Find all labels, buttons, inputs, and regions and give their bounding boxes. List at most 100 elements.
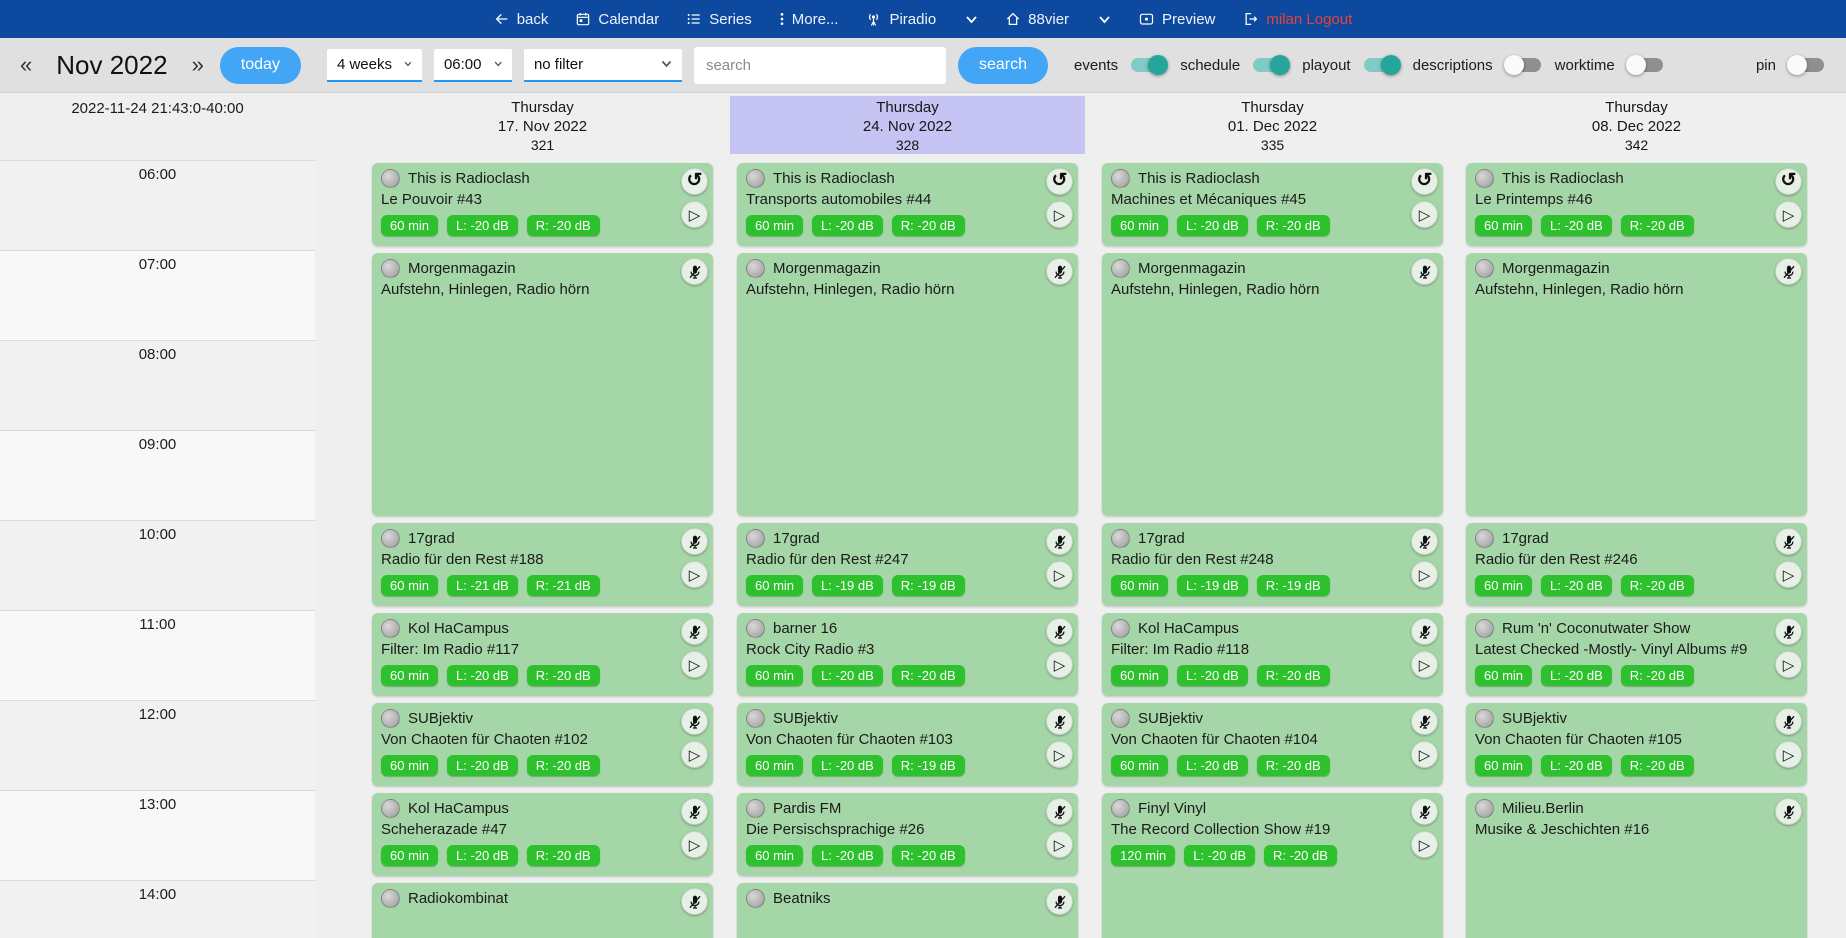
mic-off-icon[interactable] — [681, 618, 708, 645]
event-card[interactable]: Morgenmagazin Aufstehn, Hinlegen, Radio h… — [1466, 253, 1807, 516]
event-card[interactable]: ▷ 17grad Radio für den Rest #246 60 min L: -… — [1466, 523, 1807, 606]
event-card[interactable]: Morgenmagazin Aufstehn, Hinlegen, Radio h… — [737, 253, 1078, 516]
mic-off-icon[interactable] — [1046, 888, 1073, 915]
mic-off-icon[interactable] — [1411, 798, 1438, 825]
day-header[interactable]: Thursday 24. Nov 2022 328 — [730, 96, 1085, 154]
day-header[interactable]: Thursday 17. Nov 2022 321 — [365, 96, 720, 154]
mic-off-icon[interactable] — [1775, 258, 1802, 285]
play-icon[interactable]: ▷ — [1411, 741, 1438, 768]
mic-off-icon[interactable] — [1411, 708, 1438, 735]
replay-icon[interactable]: ↺ — [681, 168, 708, 195]
event-card[interactable]: ▷ Kol HaCampus Filter: Im Radio #117 60 min… — [372, 613, 713, 696]
mic-off-icon[interactable] — [681, 708, 708, 735]
event-card[interactable]: Radiokombinat — [372, 883, 713, 938]
search-button[interactable]: search — [957, 46, 1048, 84]
event-card[interactable]: ↺ ▷ This is Radioclash Le Pouvoir #43 60 min… — [372, 163, 713, 246]
mic-off-icon[interactable] — [1775, 798, 1802, 825]
events-toggle[interactable] — [1131, 55, 1169, 75]
event-card[interactable]: Morgenmagazin Aufstehn, Hinlegen, Radio h… — [1102, 253, 1443, 516]
nav-preview[interactable]: Preview — [1138, 11, 1215, 28]
mic-off-icon[interactable] — [1411, 618, 1438, 645]
play-icon[interactable]: ▷ — [1411, 201, 1438, 228]
event-card[interactable]: ▷ 17grad Radio für den Rest #248 60 min L: -… — [1102, 523, 1443, 606]
playout-badge: L: -20 dB — [1541, 575, 1612, 596]
play-icon[interactable]: ▷ — [1411, 561, 1438, 588]
event-card[interactable]: ▷ Rum 'n' Coconutwater Show Latest Checked… — [1466, 613, 1807, 696]
event-card[interactable]: ▷ Kol HaCampus Scheherazade #47 60 min L: -2… — [372, 793, 713, 876]
replay-icon[interactable]: ↺ — [1046, 168, 1073, 195]
event-card[interactable]: Morgenmagazin Aufstehn, Hinlegen, Radio h… — [372, 253, 713, 516]
event-card[interactable]: ▷ SUBjektiv Von Chaoten für Chaoten #103 60… — [737, 703, 1078, 786]
event-card[interactable]: ↺ ▷ This is Radioclash Transports automobil… — [737, 163, 1078, 246]
play-icon[interactable]: ▷ — [1046, 651, 1073, 678]
descriptions-toggle[interactable] — [1503, 55, 1541, 75]
logout-button[interactable]: milan Logout — [1242, 11, 1352, 28]
pin-toggle[interactable] — [1787, 55, 1824, 75]
nav-series[interactable]: Series — [686, 11, 752, 28]
back-button[interactable]: back — [494, 11, 548, 28]
replay-icon[interactable]: ↺ — [1411, 168, 1438, 195]
mic-off-icon[interactable] — [1411, 258, 1438, 285]
nav-calendar[interactable]: Calendar — [575, 11, 659, 28]
event-card[interactable]: ▷ 17grad Radio für den Rest #247 60 min L: -… — [737, 523, 1078, 606]
mic-off-icon[interactable] — [1046, 798, 1073, 825]
filter-select[interactable]: no filter — [523, 48, 682, 82]
next-month-button[interactable]: » — [191, 52, 204, 77]
event-card[interactable]: ▷ SUBjektiv Von Chaoten für Chaoten #102 60… — [372, 703, 713, 786]
day-header[interactable]: Thursday 08. Dec 2022 342 — [1459, 96, 1814, 154]
play-icon[interactable]: ▷ — [1775, 201, 1802, 228]
play-icon[interactable]: ▷ — [681, 561, 708, 588]
search-input[interactable] — [693, 46, 946, 84]
play-icon[interactable]: ▷ — [1775, 741, 1802, 768]
event-card[interactable]: Milieu.Berlin Musike & Jeschichten #16 — [1466, 793, 1807, 938]
play-icon[interactable]: ▷ — [681, 831, 708, 858]
play-icon[interactable]: ▷ — [1411, 831, 1438, 858]
start-time-select[interactable]: 06:00 — [433, 48, 512, 82]
play-icon[interactable]: ▷ — [1046, 201, 1073, 228]
worktime-toggle[interactable] — [1625, 55, 1663, 75]
play-icon[interactable]: ▷ — [1775, 561, 1802, 588]
mic-off-icon[interactable] — [1046, 528, 1073, 555]
mic-off-icon[interactable] — [1775, 708, 1802, 735]
mic-off-icon[interactable] — [1046, 258, 1073, 285]
mic-off-icon[interactable] — [1411, 528, 1438, 555]
mic-off-icon[interactable] — [1046, 618, 1073, 645]
play-icon[interactable]: ▷ — [1046, 831, 1073, 858]
event-card[interactable]: ▷ SUBjektiv Von Chaoten für Chaoten #105 60… — [1466, 703, 1807, 786]
event-card[interactable]: ▷ barner 16 Rock City Radio #3 60 min L: -20… — [737, 613, 1078, 696]
play-icon[interactable]: ▷ — [1046, 561, 1073, 588]
station-dropdown-chevron[interactable] — [1098, 15, 1111, 24]
range-select[interactable]: 4 weeks — [326, 48, 422, 82]
event-card[interactable]: ▷ Finyl Vinyl The Record Collection Show #… — [1102, 793, 1443, 938]
event-card[interactable]: ▷ 17grad Radio für den Rest #188 60 min L: -… — [372, 523, 713, 606]
mic-off-icon[interactable] — [1775, 528, 1802, 555]
event-card[interactable]: ▷ Kol HaCampus Filter: Im Radio #118 60 min… — [1102, 613, 1443, 696]
event-card[interactable]: ▷ SUBjektiv Von Chaoten für Chaoten #104 60… — [1102, 703, 1443, 786]
event-card[interactable]: ▷ Pardis FM Die Persischsprachige #26 60 mi… — [737, 793, 1078, 876]
piradio-dropdown-chevron[interactable] — [965, 15, 978, 24]
nav-station[interactable]: 88vier — [1005, 11, 1069, 28]
mic-off-icon[interactable] — [1046, 708, 1073, 735]
play-icon[interactable]: ▷ — [681, 651, 708, 678]
today-button[interactable]: today — [219, 46, 301, 84]
mic-off-icon[interactable] — [1775, 618, 1802, 645]
mic-off-icon[interactable] — [681, 798, 708, 825]
prev-month-button[interactable]: « — [20, 52, 33, 77]
event-card[interactable]: ↺ ▷ This is Radioclash Le Printemps #46 60 m… — [1466, 163, 1807, 246]
schedule-toggle[interactable] — [1253, 55, 1291, 75]
mic-off-icon[interactable] — [681, 258, 708, 285]
play-icon[interactable]: ▷ — [1775, 651, 1802, 678]
play-icon[interactable]: ▷ — [1411, 651, 1438, 678]
replay-icon[interactable]: ↺ — [1775, 168, 1802, 195]
playout-toggle[interactable] — [1363, 55, 1401, 75]
mic-off-icon[interactable] — [681, 528, 708, 555]
nav-more[interactable]: More... — [779, 11, 838, 28]
play-icon[interactable]: ▷ — [1046, 741, 1073, 768]
play-icon[interactable]: ▷ — [681, 201, 708, 228]
play-icon[interactable]: ▷ — [681, 741, 708, 768]
nav-piradio[interactable]: Piradio — [865, 11, 936, 28]
event-card[interactable]: Beatniks — [737, 883, 1078, 938]
event-card[interactable]: ↺ ▷ This is Radioclash Machines et Mécaniqu… — [1102, 163, 1443, 246]
mic-off-icon[interactable] — [681, 888, 708, 915]
day-header[interactable]: Thursday 01. Dec 2022 335 — [1095, 96, 1450, 154]
